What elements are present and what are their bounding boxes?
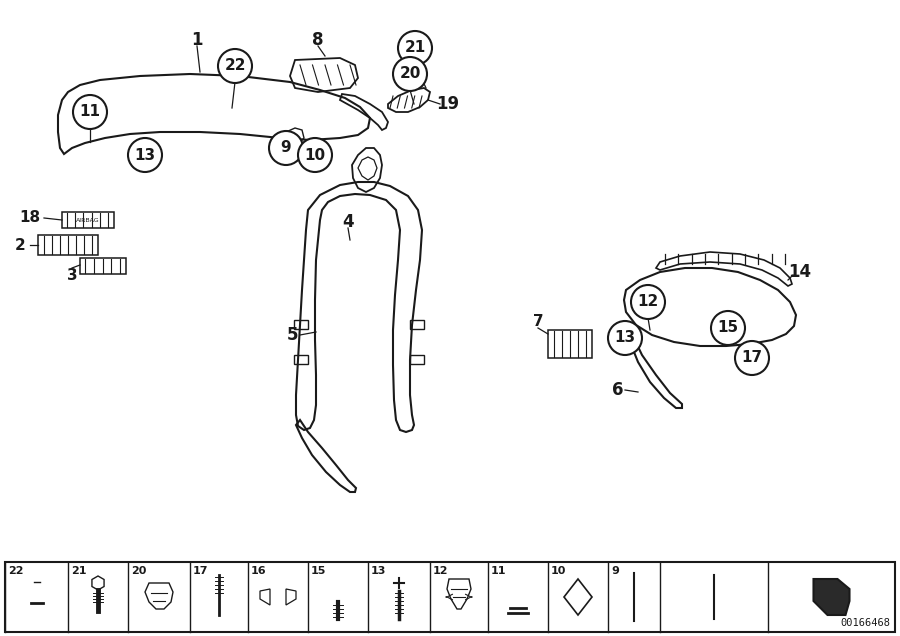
Text: 9: 9 bbox=[611, 566, 619, 576]
Text: 15: 15 bbox=[311, 566, 327, 576]
Circle shape bbox=[269, 131, 303, 165]
Circle shape bbox=[710, 613, 718, 621]
Bar bbox=[410, 320, 424, 329]
Text: 18: 18 bbox=[20, 211, 40, 226]
Circle shape bbox=[505, 580, 531, 606]
Polygon shape bbox=[814, 579, 850, 615]
Text: 11: 11 bbox=[79, 104, 101, 120]
Text: 10: 10 bbox=[304, 148, 326, 163]
Circle shape bbox=[298, 138, 332, 172]
Text: 11: 11 bbox=[491, 566, 507, 576]
Text: 16: 16 bbox=[251, 566, 266, 576]
Circle shape bbox=[629, 614, 639, 624]
Text: 20: 20 bbox=[400, 67, 420, 81]
Text: 9: 9 bbox=[281, 141, 292, 155]
Circle shape bbox=[735, 341, 769, 375]
Bar bbox=[548, 330, 592, 358]
Text: 20: 20 bbox=[131, 566, 147, 576]
Circle shape bbox=[631, 285, 665, 319]
Circle shape bbox=[393, 57, 427, 91]
Text: 3: 3 bbox=[67, 268, 77, 282]
Circle shape bbox=[327, 580, 349, 602]
Text: 14: 14 bbox=[788, 263, 812, 281]
Text: AIRBAG: AIRBAG bbox=[76, 218, 100, 223]
Text: 17: 17 bbox=[742, 350, 762, 366]
Bar bbox=[80, 258, 126, 274]
Text: 13: 13 bbox=[615, 331, 635, 345]
Text: 1: 1 bbox=[191, 31, 202, 49]
Text: 13: 13 bbox=[134, 148, 156, 163]
Text: 12: 12 bbox=[433, 566, 448, 576]
Bar bbox=[5, 562, 895, 632]
Text: 4: 4 bbox=[342, 213, 354, 231]
Bar bbox=[294, 355, 308, 364]
Text: 12: 12 bbox=[637, 294, 659, 310]
Circle shape bbox=[262, 581, 294, 613]
Text: 8: 8 bbox=[312, 31, 324, 49]
Bar bbox=[62, 212, 114, 228]
Text: 00166468: 00166468 bbox=[840, 618, 890, 628]
Text: 17: 17 bbox=[193, 566, 209, 576]
Text: 5: 5 bbox=[286, 326, 298, 344]
Text: 21: 21 bbox=[71, 566, 86, 576]
Text: 13: 13 bbox=[371, 566, 386, 576]
Text: 6: 6 bbox=[612, 381, 624, 399]
Circle shape bbox=[398, 31, 432, 65]
Circle shape bbox=[212, 608, 226, 622]
Circle shape bbox=[128, 138, 162, 172]
Circle shape bbox=[73, 95, 107, 129]
Text: 10: 10 bbox=[551, 566, 566, 576]
Circle shape bbox=[218, 49, 252, 83]
Circle shape bbox=[28, 583, 46, 601]
Text: 22: 22 bbox=[224, 59, 246, 74]
Circle shape bbox=[391, 575, 407, 591]
Bar bbox=[294, 320, 308, 329]
Text: 22: 22 bbox=[8, 566, 23, 576]
Text: 15: 15 bbox=[717, 321, 739, 336]
Text: 21: 21 bbox=[404, 41, 426, 55]
Bar bbox=[38, 235, 98, 255]
Bar bbox=[410, 355, 424, 364]
Text: 2: 2 bbox=[14, 237, 25, 252]
Text: 7: 7 bbox=[533, 314, 544, 329]
Circle shape bbox=[711, 311, 745, 345]
Circle shape bbox=[608, 321, 642, 355]
Text: 19: 19 bbox=[436, 95, 460, 113]
